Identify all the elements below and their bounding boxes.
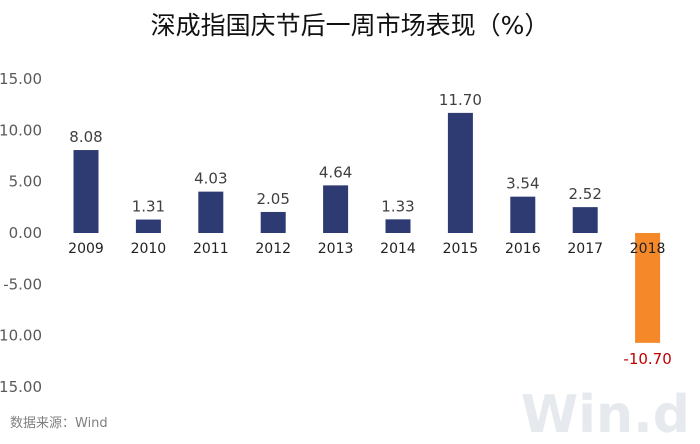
bar-2009 (73, 150, 99, 233)
bar-2015 (447, 112, 473, 233)
bar-2017 (572, 207, 598, 233)
bar-2014 (385, 219, 411, 233)
x-tick-label: 2009 (68, 241, 104, 257)
data-label: 2.52 (568, 185, 601, 203)
y-tick-label: 5.00 (9, 173, 42, 191)
bar-2012 (260, 211, 286, 233)
y-tick-label: -10.00 (0, 327, 42, 345)
y-tick-label: 10.00 (0, 121, 42, 139)
x-tick-label: 2015 (443, 241, 479, 257)
bar-2018 (635, 233, 661, 343)
x-tick-label: 2014 (380, 241, 416, 257)
data-label: 4.64 (319, 163, 352, 181)
data-label: 8.08 (69, 128, 102, 146)
x-tick-label: 2017 (567, 241, 603, 257)
x-tick-label: 2012 (255, 241, 291, 257)
bar-2016 (510, 196, 536, 233)
data-label: 1.33 (381, 197, 414, 215)
x-tick-label: 2011 (193, 241, 229, 257)
data-label: 4.03 (194, 170, 227, 188)
y-tick-label: -15.00 (0, 378, 42, 396)
data-label: 2.05 (256, 190, 289, 208)
y-tick-label: -5.00 (3, 275, 42, 293)
x-tick-label: 2010 (131, 241, 167, 257)
data-label: 1.31 (132, 198, 165, 216)
x-tick-label: 2013 (318, 241, 354, 257)
y-tick-label: 0.00 (9, 224, 42, 242)
x-tick-label: 2016 (505, 241, 541, 257)
y-tick-label: 15.00 (0, 70, 42, 88)
watermark-logo: Win.d (521, 385, 690, 444)
source-note: 数据来源：Wind (10, 416, 108, 431)
bar-2010 (135, 219, 161, 233)
bar-2011 (198, 191, 224, 233)
data-label: 11.70 (439, 91, 482, 109)
data-label: 3.54 (506, 175, 539, 193)
data-label: -10.70 (623, 350, 671, 368)
x-tick-label: 2018 (630, 241, 666, 257)
bar-2013 (323, 185, 349, 233)
chart-title: 深成指国庆节后一周市场表现（%） (151, 11, 550, 40)
